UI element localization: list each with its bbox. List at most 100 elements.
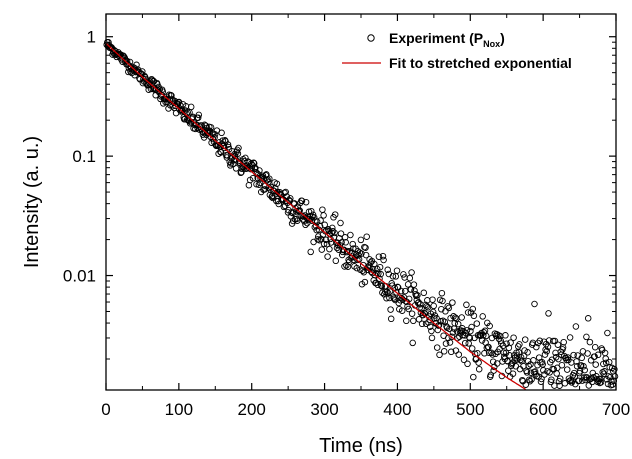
experiment-point <box>430 302 437 310</box>
experiment-point <box>324 253 331 260</box>
x-tick-label: 600 <box>529 400 557 419</box>
experiment-point <box>337 219 344 227</box>
experiment-point <box>384 290 392 297</box>
experiment-point <box>467 327 474 335</box>
experiment-point <box>485 349 493 357</box>
experiment-point <box>607 373 614 381</box>
experiment-point <box>409 339 416 347</box>
experiment-point <box>154 87 162 94</box>
experiment-point <box>387 315 395 323</box>
experiment-point <box>602 355 609 362</box>
experiment-point <box>375 253 383 260</box>
experiment-point <box>584 350 591 357</box>
experiment-point <box>372 279 380 287</box>
experiment-point <box>331 211 339 218</box>
experiment-point <box>436 351 443 359</box>
experiment-point <box>464 309 472 316</box>
experiment-point <box>439 317 447 325</box>
experiment-point <box>289 209 296 217</box>
experiment-point <box>356 249 363 256</box>
x-tick-label: 300 <box>310 400 338 419</box>
experiment-point <box>326 245 333 253</box>
experiment-point <box>449 329 457 336</box>
experiment-point <box>265 184 273 191</box>
experiment-point <box>331 229 338 237</box>
experiment-point <box>383 288 391 296</box>
experiment-point <box>429 296 436 303</box>
experiment-point <box>464 360 471 368</box>
experiment-point <box>590 373 597 381</box>
experiment-point <box>243 165 251 172</box>
experiment-point <box>207 124 215 131</box>
experiment-point <box>527 369 535 376</box>
experiment-point <box>452 314 459 321</box>
axes: 0 100 200 300 400 500 600 700 0.01 0.1 1 <box>63 13 630 419</box>
experiment-point <box>332 257 340 265</box>
experiment-point <box>517 354 525 361</box>
experiment-point <box>362 244 369 251</box>
experiment-point <box>397 287 405 295</box>
experiment-point <box>317 217 324 224</box>
experiment-point <box>428 334 436 342</box>
experiment-point <box>439 297 446 305</box>
experiment-point <box>426 323 434 330</box>
experiment-point <box>600 360 607 368</box>
experiment-point <box>566 334 574 341</box>
experiment-point <box>389 273 397 280</box>
experiment-point <box>406 274 414 282</box>
experiment-point <box>310 238 317 246</box>
legend: Experiment (PNox) Fit to stretched expon… <box>342 30 572 71</box>
experiment-point <box>536 337 544 345</box>
experiment-point <box>338 239 345 246</box>
experiment-point <box>313 218 321 225</box>
experiment-point <box>289 217 297 225</box>
experiment-point <box>589 369 597 377</box>
experiment-point <box>347 231 354 239</box>
experiment-point <box>401 287 409 295</box>
experiment-point <box>469 305 477 313</box>
experiment-point <box>224 141 232 148</box>
experiment-point <box>433 344 441 351</box>
experiment-point <box>481 350 488 357</box>
experiment-point <box>544 343 552 351</box>
experiment-point <box>433 315 440 322</box>
experiment-point <box>479 313 486 320</box>
experiment-point <box>236 157 243 164</box>
experiment-point <box>342 239 349 246</box>
experiment-point <box>408 310 416 317</box>
experiment-point <box>555 355 562 363</box>
experiment-point <box>280 203 288 211</box>
experiment-point <box>363 233 370 240</box>
experiment-point <box>415 316 423 323</box>
experiment-point <box>563 366 571 373</box>
legend-experiment-suffix: ) <box>500 30 505 46</box>
experiment-point <box>578 354 586 362</box>
experiment-point <box>560 338 567 346</box>
experiment-point <box>543 348 551 355</box>
experiment-point <box>429 308 437 316</box>
experiment-point <box>438 289 446 297</box>
experiment-point <box>548 376 555 383</box>
experiment-point <box>540 367 547 374</box>
experiment-point <box>344 263 352 270</box>
experiment-point <box>307 248 314 256</box>
experiment-point <box>461 339 469 347</box>
experiment-point <box>516 365 524 373</box>
experiment-point <box>394 283 401 291</box>
experiment-point <box>453 328 461 335</box>
experiment-point <box>410 317 417 325</box>
experiment-point <box>320 240 328 248</box>
x-tick-label: 0 <box>101 400 110 419</box>
experiment-point <box>349 240 356 248</box>
experiment-point <box>580 363 587 370</box>
experiment-point <box>294 217 301 224</box>
experiment-point <box>195 111 203 119</box>
experiment-point <box>549 337 557 345</box>
experiment-point <box>211 131 219 138</box>
experiment-point <box>522 381 530 388</box>
experiment-point <box>554 341 562 348</box>
experiment-point <box>611 366 618 373</box>
experiment-point <box>463 301 470 309</box>
experiment-point <box>513 352 521 359</box>
y-tick-label: 1 <box>87 28 96 47</box>
